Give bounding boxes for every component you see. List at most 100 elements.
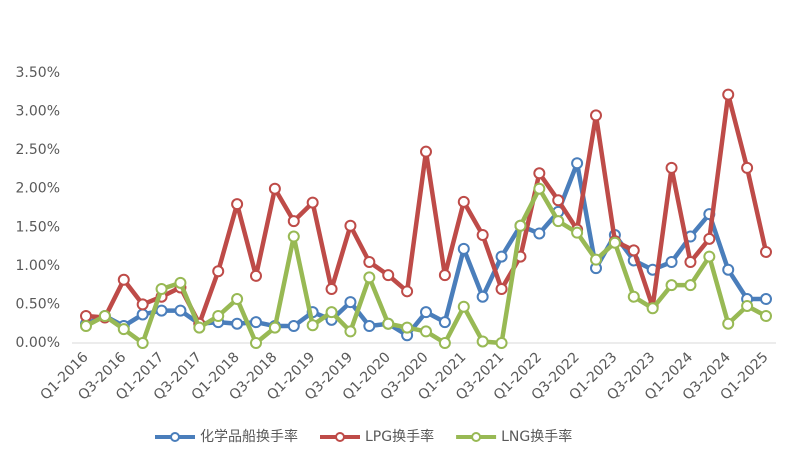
legend-label: LNG换手率 [501, 428, 572, 445]
point [250, 269, 262, 282]
y-tick-label: 2.50% [16, 142, 60, 158]
point [420, 306, 432, 319]
point [627, 244, 640, 257]
point [231, 317, 244, 330]
point [363, 320, 376, 333]
point [325, 283, 338, 295]
point [212, 310, 225, 322]
point [306, 196, 319, 209]
point [98, 310, 111, 322]
point [155, 283, 168, 295]
point [287, 215, 300, 228]
point [741, 161, 754, 174]
point [457, 195, 470, 208]
point [665, 279, 678, 292]
point [590, 109, 602, 122]
point [268, 182, 281, 195]
point [571, 157, 584, 170]
point [495, 283, 508, 295]
point [665, 256, 678, 268]
point [533, 227, 546, 240]
point [382, 269, 395, 282]
point [438, 316, 451, 329]
point [627, 290, 640, 303]
point [363, 256, 376, 268]
point [571, 226, 584, 239]
point [457, 242, 470, 255]
point [250, 316, 262, 329]
point [703, 232, 716, 245]
y-tick-label: 1.50% [16, 219, 60, 235]
legend-marker [335, 432, 345, 442]
y-tick-label: 1.00% [16, 258, 60, 274]
legend-marker [471, 432, 482, 442]
point [212, 265, 225, 278]
point [476, 290, 489, 303]
y-tick-label: 2.00% [16, 181, 60, 197]
y-tick-label: 3.00% [16, 104, 60, 120]
point [193, 321, 206, 334]
point [155, 304, 168, 317]
legend-label: LPG换手率 [365, 428, 434, 445]
point [722, 317, 735, 330]
point [457, 300, 470, 313]
series-line [85, 92, 769, 326]
point [174, 304, 187, 317]
point [438, 337, 451, 349]
point [590, 253, 602, 266]
point [438, 269, 451, 282]
y-tick-label: 0.50% [16, 296, 60, 312]
point [136, 337, 149, 349]
point [533, 182, 546, 195]
point [722, 263, 735, 276]
y-tick-label: 3.50% [16, 65, 60, 81]
point [363, 271, 376, 284]
point [722, 88, 735, 101]
point [760, 293, 772, 306]
point [231, 198, 244, 211]
point [552, 194, 565, 207]
y-tick-label: 0.00% [16, 335, 60, 351]
point [514, 219, 527, 232]
point [760, 310, 772, 322]
point [136, 298, 149, 311]
point [760, 245, 772, 258]
point [401, 285, 414, 298]
point [608, 236, 621, 249]
point [174, 276, 187, 289]
point [533, 167, 546, 180]
point [117, 323, 130, 336]
point [325, 306, 338, 319]
point [250, 337, 262, 349]
point [495, 337, 508, 349]
legend-marker [170, 432, 180, 442]
point [703, 250, 716, 263]
point [665, 161, 678, 174]
point [80, 320, 92, 333]
point [476, 335, 489, 348]
point [684, 279, 697, 292]
legend-label: 化学品船换手率 [200, 428, 298, 445]
point [344, 296, 357, 309]
point [268, 321, 281, 334]
point [382, 317, 395, 330]
point [344, 219, 357, 232]
point [420, 145, 432, 158]
point [306, 319, 319, 332]
point [476, 229, 489, 241]
point [80, 310, 92, 322]
point [420, 325, 432, 338]
point [495, 250, 508, 263]
point [552, 215, 565, 228]
point [401, 321, 414, 334]
point [646, 302, 659, 315]
point [231, 293, 244, 306]
point [741, 299, 754, 312]
point [136, 308, 149, 321]
point [344, 325, 357, 338]
point [287, 230, 300, 243]
point [117, 273, 130, 286]
point [684, 256, 697, 268]
point [287, 320, 300, 333]
